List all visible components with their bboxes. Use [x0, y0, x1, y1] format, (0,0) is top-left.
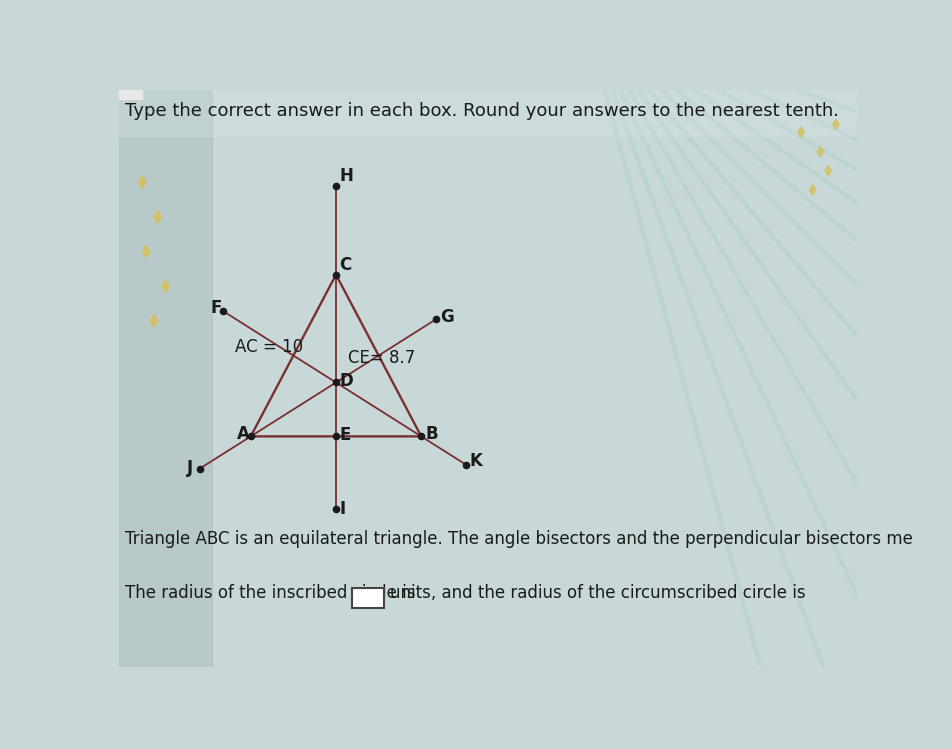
Polygon shape	[162, 280, 169, 292]
Polygon shape	[817, 146, 823, 157]
Polygon shape	[139, 176, 146, 189]
FancyBboxPatch shape	[351, 588, 384, 608]
Text: units, and the radius of the circumscribed circle is: units, and the radius of the circumscrib…	[390, 584, 806, 602]
Polygon shape	[154, 210, 162, 223]
Polygon shape	[824, 166, 831, 176]
Text: F: F	[210, 299, 222, 317]
Text: D: D	[339, 372, 353, 390]
Bar	[119, 90, 857, 136]
Bar	[119, 90, 142, 99]
Polygon shape	[798, 127, 804, 138]
Bar	[119, 90, 212, 667]
Text: B: B	[426, 425, 438, 443]
Text: K: K	[470, 452, 483, 470]
Polygon shape	[809, 184, 816, 195]
Text: A: A	[237, 425, 249, 443]
Text: H: H	[340, 167, 354, 185]
Text: Triangle ABC is an equilateral triangle. The angle bisectors and the perpendicul: Triangle ABC is an equilateral triangle.…	[126, 530, 913, 548]
Polygon shape	[833, 119, 839, 130]
Text: C: C	[339, 256, 351, 274]
Text: E: E	[339, 426, 350, 444]
Text: AC = 10: AC = 10	[235, 338, 304, 356]
Text: J: J	[188, 458, 193, 476]
Polygon shape	[150, 315, 158, 327]
Text: G: G	[440, 309, 454, 327]
Text: Type the correct answer in each box. Round your answers to the nearest tenth.: Type the correct answer in each box. Rou…	[126, 103, 840, 121]
Polygon shape	[143, 246, 149, 258]
Text: The radius of the inscribed circle is: The radius of the inscribed circle is	[126, 584, 416, 602]
Text: I: I	[339, 500, 346, 518]
Text: CE= 8.7: CE= 8.7	[347, 349, 415, 367]
